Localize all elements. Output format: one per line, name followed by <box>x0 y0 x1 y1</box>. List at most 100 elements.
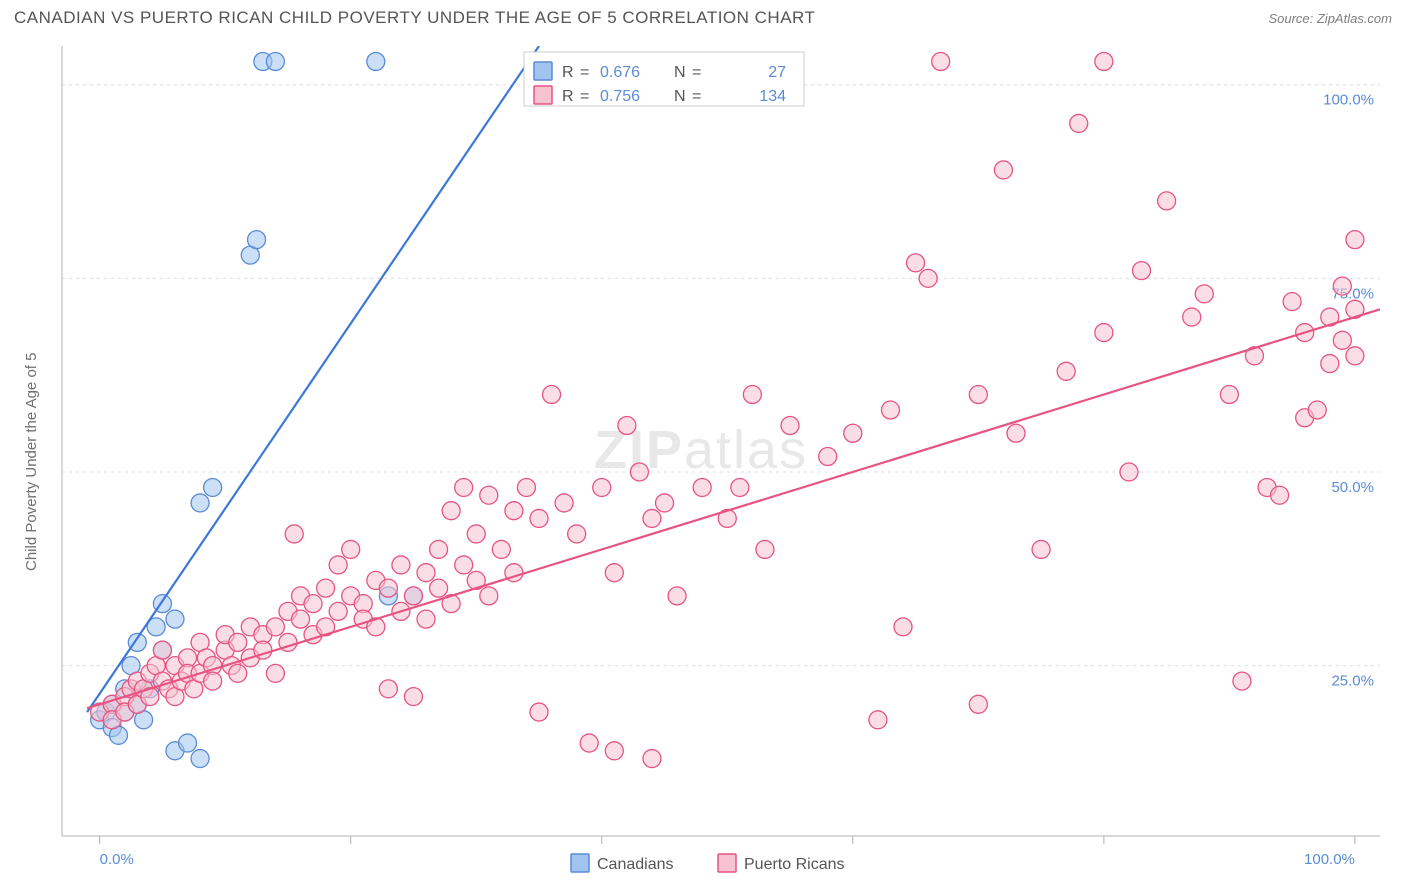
data-point <box>1095 52 1113 70</box>
svg-text:R: R <box>562 88 574 105</box>
data-point <box>543 386 561 404</box>
data-point <box>630 463 648 481</box>
data-point <box>467 525 485 543</box>
data-point <box>656 494 674 512</box>
data-point <box>605 564 623 582</box>
source-attribution: Source: ZipAtlas.com <box>1268 11 1392 26</box>
data-point <box>743 386 761 404</box>
data-point <box>555 494 573 512</box>
chart-title: CANADIAN VS PUERTO RICAN CHILD POVERTY U… <box>14 8 815 28</box>
data-point <box>1233 672 1251 690</box>
legend-label: Puerto Ricans <box>744 856 845 873</box>
data-point <box>266 664 284 682</box>
data-point <box>342 540 360 558</box>
data-point <box>881 401 899 419</box>
data-point <box>317 579 335 597</box>
data-point <box>1070 114 1088 132</box>
data-point <box>379 579 397 597</box>
data-point <box>568 525 586 543</box>
data-point <box>1007 424 1025 442</box>
data-point <box>179 734 197 752</box>
series-canadians <box>87 46 611 768</box>
data-point <box>304 595 322 613</box>
data-point <box>455 478 473 496</box>
y-axis-label: Child Poverty Under the Age of 5 <box>23 353 40 571</box>
data-point <box>1333 277 1351 295</box>
data-point <box>969 695 987 713</box>
data-point <box>530 703 548 721</box>
data-point <box>248 231 266 249</box>
data-point <box>819 447 837 465</box>
svg-text:N: N <box>674 64 686 81</box>
data-point <box>731 478 749 496</box>
data-point <box>593 478 611 496</box>
data-point <box>1333 331 1351 349</box>
data-point <box>1183 308 1201 326</box>
data-point <box>191 494 209 512</box>
data-point <box>969 386 987 404</box>
data-point <box>291 610 309 628</box>
data-point <box>530 509 548 527</box>
data-point <box>618 417 636 435</box>
data-point <box>266 52 284 70</box>
data-point <box>1321 355 1339 373</box>
data-point <box>329 602 347 620</box>
data-point <box>1195 285 1213 303</box>
data-point <box>404 688 422 706</box>
data-point <box>1271 486 1289 504</box>
data-point <box>844 424 862 442</box>
y-tick-label: 100.0% <box>1323 92 1374 109</box>
x-tick-label: 0.0% <box>100 851 134 868</box>
data-point <box>191 750 209 768</box>
x-tick-label: 100.0% <box>1304 851 1355 868</box>
y-tick-label: 25.0% <box>1331 673 1374 690</box>
data-point <box>668 587 686 605</box>
r-value: 0.756 <box>600 88 640 105</box>
data-point <box>517 478 535 496</box>
data-point <box>580 734 598 752</box>
data-point <box>480 486 498 504</box>
data-point <box>153 641 171 659</box>
legend-swatch <box>718 854 736 872</box>
correlation-legend: R=0.676N=27R=0.756N=134 <box>524 52 804 106</box>
svg-text:=: = <box>580 88 589 105</box>
data-point <box>417 564 435 582</box>
data-point <box>756 540 774 558</box>
n-value: 134 <box>759 88 786 105</box>
n-value: 27 <box>768 64 786 81</box>
data-point <box>869 711 887 729</box>
data-point <box>919 269 937 287</box>
data-point <box>605 742 623 760</box>
data-point <box>379 680 397 698</box>
r-value: 0.676 <box>600 64 640 81</box>
data-point <box>1220 386 1238 404</box>
series-legend: CanadiansPuerto Ricans <box>571 854 845 873</box>
data-point <box>693 478 711 496</box>
data-point <box>894 618 912 636</box>
data-point <box>932 52 950 70</box>
data-point <box>204 478 222 496</box>
data-point <box>329 556 347 574</box>
chart-header: CANADIAN VS PUERTO RICAN CHILD POVERTY U… <box>0 0 1406 32</box>
legend-swatch <box>534 62 552 80</box>
data-point <box>229 633 247 651</box>
legend-swatch <box>571 854 589 872</box>
data-point <box>392 556 410 574</box>
data-point <box>266 618 284 636</box>
data-point <box>492 540 510 558</box>
data-point <box>1095 324 1113 342</box>
svg-text:R: R <box>562 64 574 81</box>
data-point <box>781 417 799 435</box>
series-puerto-ricans <box>87 52 1380 767</box>
svg-text:N: N <box>674 88 686 105</box>
svg-text:=: = <box>580 64 589 81</box>
data-point <box>166 610 184 628</box>
source-name: ZipAtlas.com <box>1317 11 1392 26</box>
data-point <box>505 502 523 520</box>
data-point <box>367 52 385 70</box>
data-point <box>1158 192 1176 210</box>
data-point <box>643 509 661 527</box>
source-prefix: Source: <box>1268 11 1316 26</box>
legend-swatch <box>534 86 552 104</box>
data-point <box>285 525 303 543</box>
